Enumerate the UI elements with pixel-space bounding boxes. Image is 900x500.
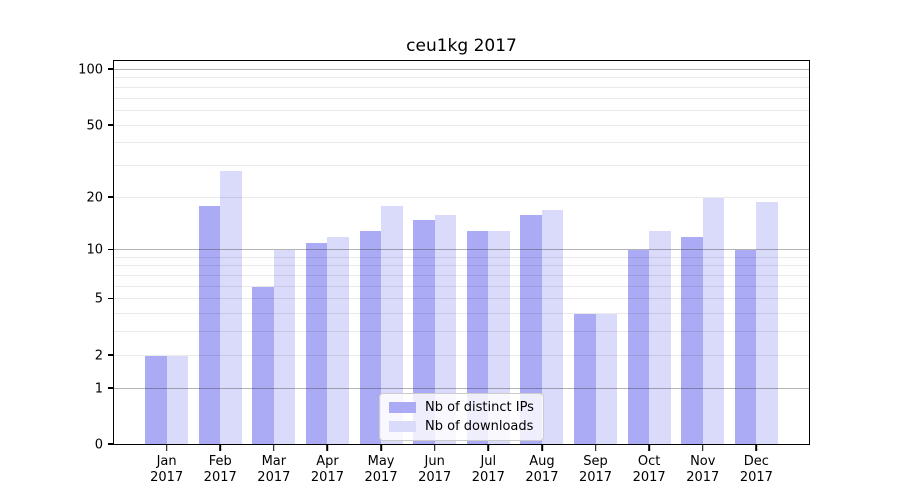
legend-label: Nb of distinct IPs xyxy=(425,400,534,415)
gridline xyxy=(113,109,810,111)
bar-distinct-ips xyxy=(145,355,167,445)
x-axis-tick-label: May 2017 xyxy=(364,454,398,485)
x-axis-tick-label: Nov 2017 xyxy=(686,454,720,485)
x-tick-mark xyxy=(755,445,758,451)
x-axis-tick-label: Feb 2017 xyxy=(203,454,237,485)
chart-title: ceu1kg 2017 xyxy=(406,36,517,56)
bar-distinct-ips xyxy=(574,314,596,445)
x-axis-tick-label: Apr 2017 xyxy=(310,454,344,485)
gridline xyxy=(113,387,810,389)
gridline xyxy=(113,354,810,356)
y-tick-mark xyxy=(108,443,113,445)
x-tick-mark xyxy=(648,445,650,451)
x-axis-tick-label: Dec 2017 xyxy=(739,454,773,485)
x-axis-tick-label: Aug 2017 xyxy=(525,454,559,485)
bar-downloads xyxy=(381,205,403,445)
bar-downloads xyxy=(273,250,296,445)
y-tick-mark xyxy=(108,123,113,126)
y-tick-mark xyxy=(108,297,113,300)
bar-downloads xyxy=(541,210,564,445)
bar-distinct-ips xyxy=(681,236,703,445)
gridline xyxy=(113,256,810,258)
x-axis-tick-label: Mar 2017 xyxy=(257,454,291,485)
gridline xyxy=(113,275,810,277)
y-axis-tick-label: 0 xyxy=(94,437,103,453)
x-tick-mark xyxy=(380,445,382,451)
y-axis-tick-label: 1 xyxy=(94,381,103,397)
gridline xyxy=(113,142,810,144)
x-axis-tick-label: Jun 2017 xyxy=(418,454,452,485)
y-tick-mark xyxy=(108,248,113,251)
legend-item: Nb of distinct IPs xyxy=(389,400,534,415)
y-tick-mark xyxy=(108,196,113,198)
bar-downloads xyxy=(166,355,189,445)
gridline xyxy=(113,249,810,251)
bar-distinct-ips xyxy=(306,243,328,445)
y-axis-tick-label: 100 xyxy=(78,62,103,78)
bar-distinct-ips xyxy=(413,219,435,445)
x-axis-tick-label: Oct 2017 xyxy=(632,454,666,485)
gridline xyxy=(113,69,810,70)
x-tick-mark xyxy=(165,445,168,451)
bar-downloads xyxy=(220,171,242,445)
bar-downloads xyxy=(488,230,510,445)
bar-downloads xyxy=(702,197,725,445)
bar-downloads xyxy=(434,214,457,445)
x-tick-mark xyxy=(433,445,436,451)
x-tick-mark xyxy=(701,445,704,451)
bar-downloads xyxy=(327,236,349,445)
gridline xyxy=(113,313,810,315)
y-tick-mark xyxy=(108,387,113,389)
legend-swatch-distinct-ips xyxy=(389,402,416,413)
y-axis-tick-label: 10 xyxy=(86,242,103,258)
bar-downloads xyxy=(649,230,671,445)
y-tick-mark xyxy=(108,68,113,70)
x-axis-tick-label: Jul 2017 xyxy=(471,454,505,485)
bar-distinct-ips xyxy=(466,230,489,445)
y-tick-mark xyxy=(108,354,113,356)
x-axis-tick-label: Sep 2017 xyxy=(578,454,613,485)
x-tick-mark xyxy=(219,445,222,451)
bar-distinct-ips xyxy=(520,214,542,445)
plot-area: 100 50 20 10 5 2 1 0 Jan 2017 Feb 2017 Mar 2017 Apr 20… xyxy=(78,60,810,485)
bar-downloads xyxy=(595,314,617,445)
gridline xyxy=(113,265,810,267)
gridline xyxy=(113,196,810,198)
x-tick-mark xyxy=(326,445,329,451)
gridline xyxy=(113,97,810,99)
x-tick-mark xyxy=(273,445,275,451)
bar-distinct-ips xyxy=(734,250,757,445)
y-axis-tick-label: 20 xyxy=(86,190,103,206)
gridline xyxy=(113,124,810,126)
bar-distinct-ips xyxy=(198,205,221,445)
x-axis-tick-label: Jan 2017 xyxy=(150,454,184,485)
bar-distinct-ips xyxy=(359,230,382,445)
y-axis-tick-label: 2 xyxy=(94,348,103,364)
x-tick-mark xyxy=(541,445,543,451)
bar-distinct-ips xyxy=(627,250,650,445)
legend-item: Nb of downloads xyxy=(389,419,534,434)
gridline xyxy=(113,77,810,79)
x-tick-mark xyxy=(594,445,597,451)
legend: Nb of distinct IPs Nb of downloads xyxy=(379,393,544,441)
gridline xyxy=(113,331,810,333)
legend-swatch-downloads xyxy=(389,421,416,432)
y-axis-tick-label: 5 xyxy=(94,291,103,307)
gridline xyxy=(113,164,810,166)
bar-downloads xyxy=(756,201,778,445)
gridline xyxy=(113,285,810,287)
bar-distinct-ips xyxy=(252,286,274,445)
gridline xyxy=(113,298,810,300)
gridline xyxy=(113,86,810,88)
x-tick-mark xyxy=(487,445,490,451)
legend-label: Nb of downloads xyxy=(425,419,534,434)
y-axis-tick-label: 50 xyxy=(86,118,103,133)
